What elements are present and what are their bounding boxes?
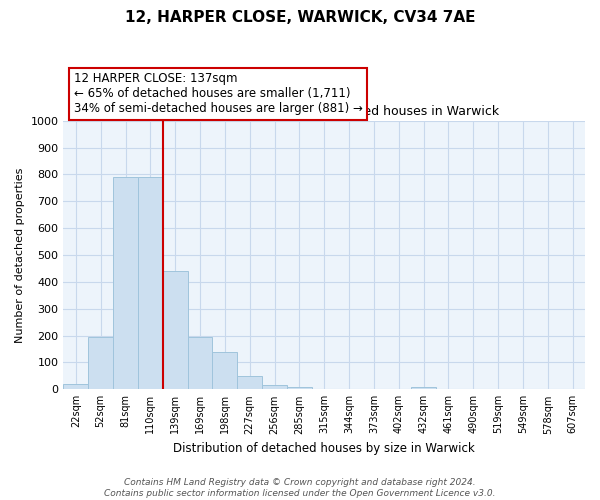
Bar bbox=[411, 386, 436, 390]
Bar bbox=[64, 384, 88, 390]
Title: Size of property relative to detached houses in Warwick: Size of property relative to detached ho… bbox=[149, 105, 499, 118]
Bar bbox=[262, 386, 287, 390]
Bar bbox=[88, 337, 113, 390]
Bar bbox=[138, 177, 163, 390]
Bar bbox=[287, 386, 312, 390]
Text: 12, HARPER CLOSE, WARWICK, CV34 7AE: 12, HARPER CLOSE, WARWICK, CV34 7AE bbox=[125, 10, 475, 25]
Y-axis label: Number of detached properties: Number of detached properties bbox=[15, 168, 25, 342]
Bar bbox=[237, 376, 262, 390]
Bar bbox=[212, 352, 237, 390]
X-axis label: Distribution of detached houses by size in Warwick: Distribution of detached houses by size … bbox=[173, 442, 475, 455]
Bar bbox=[188, 337, 212, 390]
Bar bbox=[113, 177, 138, 390]
Bar bbox=[163, 271, 188, 390]
Text: Contains HM Land Registry data © Crown copyright and database right 2024.
Contai: Contains HM Land Registry data © Crown c… bbox=[104, 478, 496, 498]
Text: 12 HARPER CLOSE: 137sqm
← 65% of detached houses are smaller (1,711)
34% of semi: 12 HARPER CLOSE: 137sqm ← 65% of detache… bbox=[74, 72, 363, 116]
